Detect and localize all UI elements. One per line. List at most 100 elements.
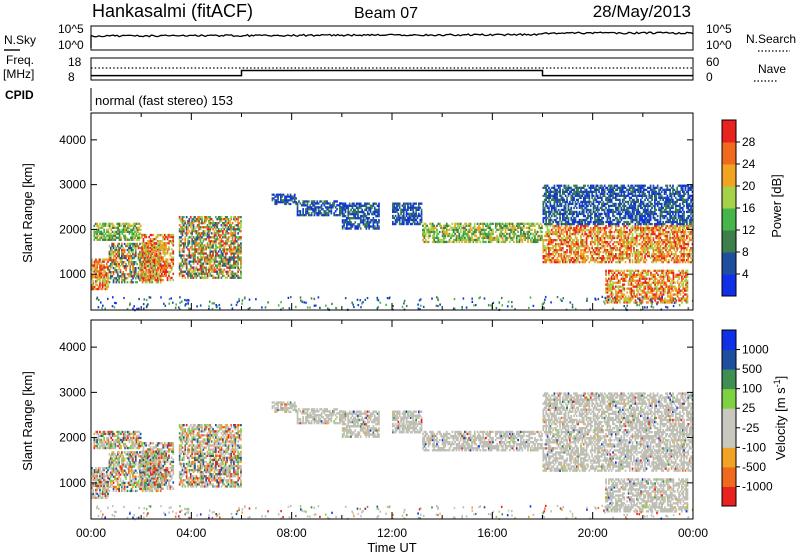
power-cell xyxy=(478,228,480,231)
power-cell xyxy=(103,238,105,241)
power-cell xyxy=(571,222,574,226)
power-cell xyxy=(114,226,117,229)
power-cell xyxy=(582,249,585,252)
power-cell xyxy=(640,228,642,232)
power-cell xyxy=(473,234,476,238)
power-cell xyxy=(217,250,220,253)
power-cell xyxy=(627,243,630,246)
power-cell xyxy=(198,260,200,263)
power-cell xyxy=(587,245,589,248)
power-cell xyxy=(433,226,435,229)
power-cell xyxy=(230,250,233,253)
power-cell xyxy=(557,245,560,248)
power-cell xyxy=(208,266,210,269)
power-cell xyxy=(165,244,167,247)
power-cell xyxy=(222,240,224,243)
power-cell xyxy=(652,228,655,232)
power-cell xyxy=(130,254,133,258)
power-cell xyxy=(546,243,549,246)
power-cell xyxy=(647,247,649,250)
power-cell xyxy=(564,186,567,189)
power-cell xyxy=(402,210,405,213)
power-cell xyxy=(192,216,195,219)
power-cell xyxy=(180,240,182,243)
power-cell xyxy=(411,208,413,211)
power-cell xyxy=(476,226,479,229)
power-cell xyxy=(233,252,235,255)
power-cell xyxy=(517,240,519,244)
power-cell xyxy=(605,226,607,230)
power-cell xyxy=(155,252,158,256)
power-cell xyxy=(560,220,563,224)
power-cell xyxy=(166,250,169,253)
power-cell xyxy=(641,234,644,238)
power-cell xyxy=(141,256,143,259)
power-cell xyxy=(655,255,658,258)
power-cell xyxy=(578,196,581,199)
power-cell xyxy=(623,249,625,252)
power-cell xyxy=(591,257,593,260)
power-cell xyxy=(662,251,664,254)
power-cell xyxy=(676,245,678,248)
power-cell xyxy=(589,226,592,230)
power-cell xyxy=(240,216,242,219)
power-cell xyxy=(676,236,678,240)
power-cell xyxy=(665,247,667,250)
power-cell xyxy=(317,208,320,211)
power-cell xyxy=(339,206,341,209)
power-cell xyxy=(555,230,557,234)
power-cell xyxy=(496,240,498,244)
power-cell xyxy=(654,257,656,260)
power-cell xyxy=(398,220,401,224)
power-cell xyxy=(195,272,198,275)
power-cell xyxy=(527,240,529,244)
power-cell xyxy=(196,220,199,223)
power-cell xyxy=(137,252,140,256)
power-cell xyxy=(215,248,217,251)
power-cell xyxy=(493,236,496,240)
power-cell xyxy=(146,254,149,257)
power-cell xyxy=(580,204,582,208)
power-cell xyxy=(633,243,635,246)
power-cell xyxy=(187,232,189,235)
power-cell xyxy=(157,256,159,260)
power-cell xyxy=(635,241,638,244)
power-cell xyxy=(199,268,202,271)
power-cell xyxy=(412,206,415,209)
power-cell xyxy=(219,218,221,221)
power-cell xyxy=(140,252,143,256)
power-cell xyxy=(157,267,159,270)
power-cell xyxy=(187,272,189,275)
power-cell xyxy=(649,247,652,250)
power-cell xyxy=(93,232,96,235)
power-cell xyxy=(378,227,380,230)
power-cell xyxy=(93,234,96,237)
power-cell xyxy=(213,266,216,269)
power-cell xyxy=(570,198,573,201)
power-cell xyxy=(209,236,212,239)
power-cell xyxy=(137,222,139,225)
power-cell xyxy=(220,250,223,253)
power-cell xyxy=(549,222,552,226)
power-cell xyxy=(101,238,104,241)
power-cell xyxy=(427,232,430,236)
power-cell xyxy=(566,251,568,254)
power-cell xyxy=(543,239,546,242)
power-cell xyxy=(191,224,193,227)
power-cell xyxy=(343,221,345,224)
power-cell xyxy=(310,206,313,209)
power-cell xyxy=(559,255,561,258)
power-cell xyxy=(112,277,115,280)
power-cell xyxy=(662,253,664,256)
power-cell xyxy=(185,224,188,227)
power-cell xyxy=(624,224,627,228)
power-cell xyxy=(217,264,220,267)
power-cell xyxy=(563,234,566,238)
power-cell xyxy=(149,233,152,237)
power-cell xyxy=(151,240,153,243)
power-cell xyxy=(469,222,472,225)
power-cell xyxy=(556,230,559,234)
power-cell xyxy=(357,212,359,216)
power-cell xyxy=(196,236,199,239)
power-cell xyxy=(210,256,213,259)
